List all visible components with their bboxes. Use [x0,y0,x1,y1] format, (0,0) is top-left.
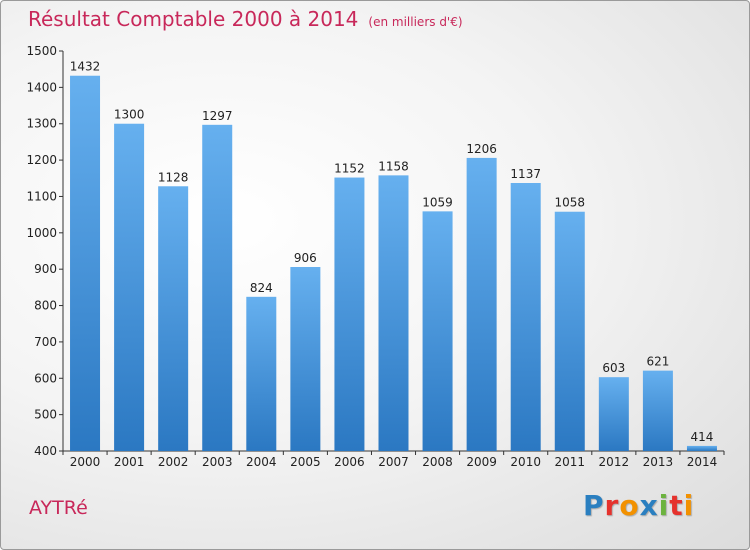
bar-value-label: 603 [602,361,625,375]
y-tick-label: 1100 [26,189,57,203]
y-tick-label: 400 [34,444,57,458]
bar-value-label: 906 [294,251,317,265]
logo-letter: x [639,489,659,522]
bar [202,124,233,452]
bar-value-label: 414 [691,430,714,444]
bar-value-label: 1137 [510,167,541,181]
y-tick-label: 1000 [26,226,57,240]
bar [158,186,189,452]
city-name: AYTRé [29,497,88,519]
x-tick-label: 2000 [70,455,101,469]
x-tick-label: 2001 [114,455,145,469]
x-tick-label: 2014 [687,455,718,469]
bar-value-label: 1206 [466,142,497,156]
logo-letter: i [683,489,695,522]
bar-value-label: 824 [250,281,273,295]
bar [246,296,277,451]
bar-value-label: 1432 [70,60,101,74]
x-tick-label: 2004 [246,455,277,469]
bar-value-label: 1059 [422,195,453,209]
bar [422,211,453,451]
bar-value-label: 1152 [334,162,365,176]
bar-value-label: 1128 [158,170,189,184]
bar [554,211,585,451]
x-tick-label: 2005 [290,455,321,469]
logo-letter: o [619,489,640,522]
bar-value-label: 621 [646,355,669,369]
y-tick-label: 700 [34,335,57,349]
logo-letter: r [604,489,620,522]
x-tick-label: 2009 [466,455,497,469]
chart-title: Résultat Comptable 2000 à 2014 (en millie… [28,7,463,31]
x-tick-label: 2012 [599,455,630,469]
bar [114,123,145,452]
x-tick-label: 2002 [158,455,189,469]
unit-note: (en milliers d'€) [368,15,463,29]
bar-value-label: 1297 [202,109,233,123]
x-tick-label: 2006 [334,455,365,469]
x-tick-label: 2013 [643,455,674,469]
bar-value-label: 1158 [378,159,409,173]
y-tick-label: 1200 [26,153,57,167]
bar-value-label: 1058 [554,196,585,210]
x-tick-label: 2008 [422,455,453,469]
bar [466,157,497,451]
bar [642,370,673,451]
bar [334,177,365,451]
logo-letter: P [583,489,605,522]
y-tick-label: 1300 [26,117,57,131]
y-tick-label: 900 [34,262,57,276]
y-tick-label: 600 [34,371,57,385]
x-tick-label: 2010 [510,455,541,469]
x-tick-label: 2003 [202,455,233,469]
y-tick-label: 800 [34,299,57,313]
proxiti-logo: Proxiti [583,489,694,522]
y-tick-label: 1400 [26,80,57,94]
logo-letter: i [658,489,670,522]
x-tick-label: 2007 [378,455,409,469]
x-tick-label: 2011 [554,455,585,469]
bar [510,183,541,451]
bar [378,175,409,451]
bar [70,75,101,452]
bar [686,445,717,451]
bar [598,377,629,451]
y-tick-label: 500 [34,408,57,422]
logo-letter: t [669,489,684,522]
bar-value-label: 1300 [114,108,145,122]
y-tick-label: 1500 [26,44,57,58]
bar [290,267,321,451]
